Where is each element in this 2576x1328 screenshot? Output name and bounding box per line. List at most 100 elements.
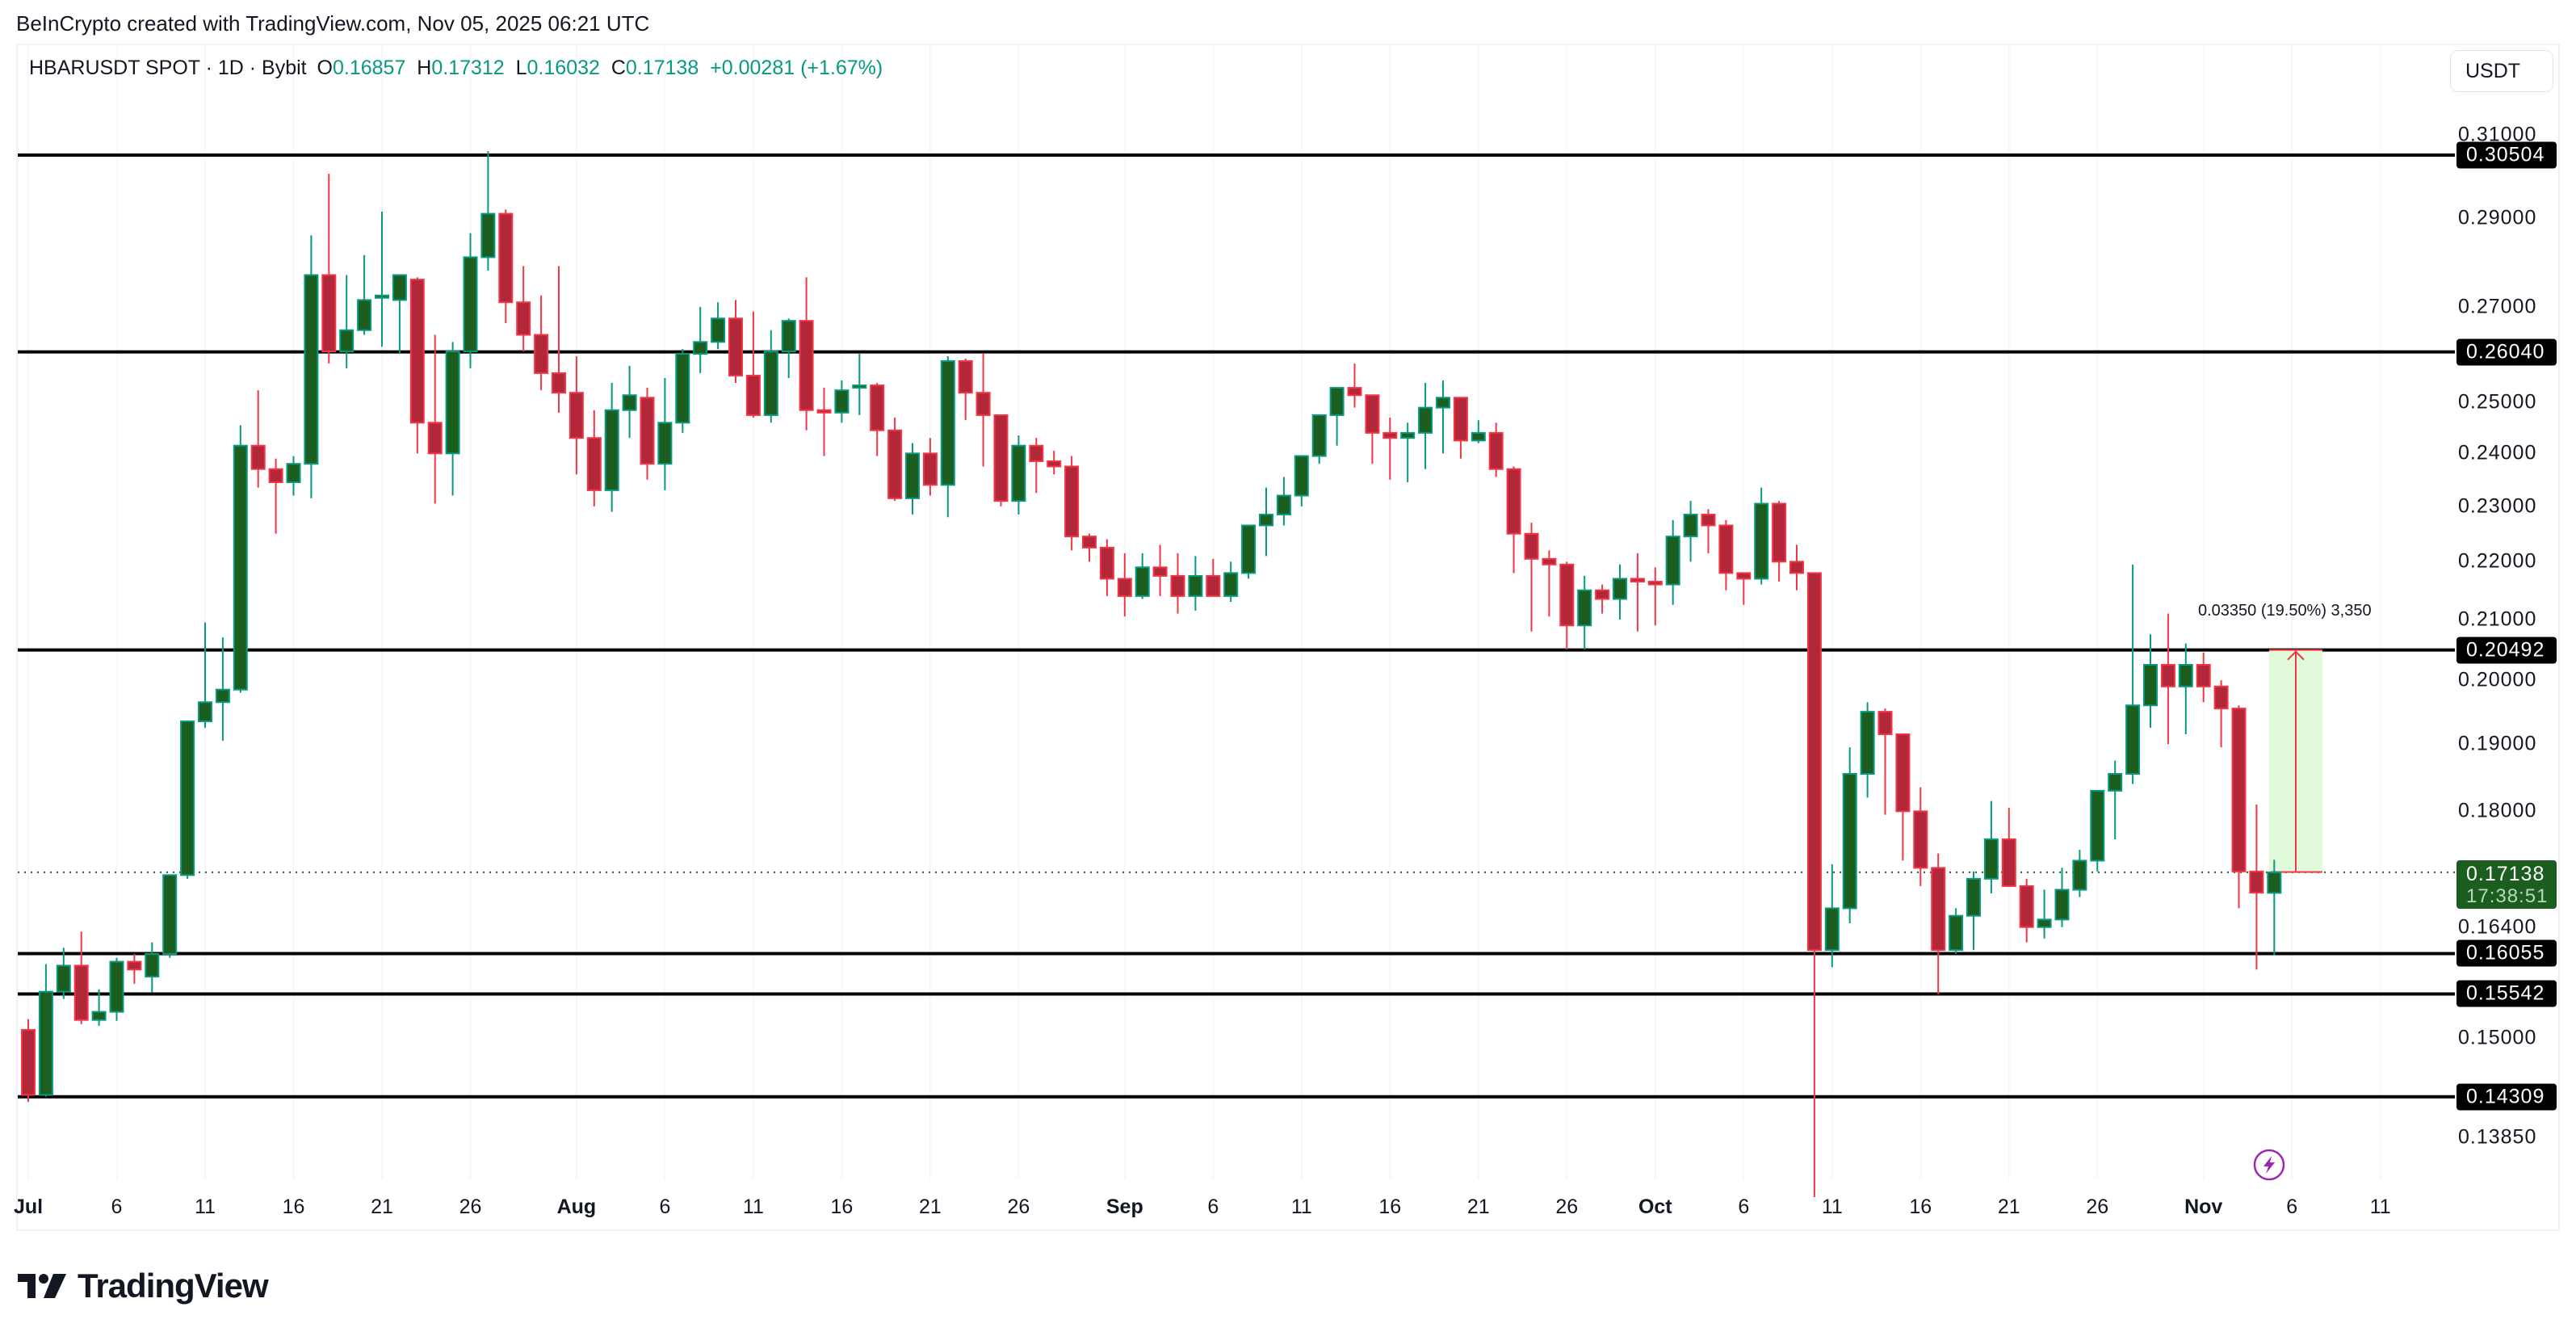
candle xyxy=(622,365,637,439)
time-tick-label: 26 xyxy=(2086,1196,2109,1218)
candle xyxy=(2178,643,2193,734)
tradingview-logo[interactable]: TradingView xyxy=(18,1267,269,1305)
candle xyxy=(993,414,1009,506)
candle xyxy=(1718,519,1734,590)
candle xyxy=(2037,889,2052,939)
candle xyxy=(1382,418,1398,480)
time-tick-label: 16 xyxy=(1909,1196,1932,1218)
candle xyxy=(304,235,319,498)
price-range-measure[interactable] xyxy=(2269,649,2322,873)
lightning-event-icon[interactable] xyxy=(2253,1149,2285,1181)
candle xyxy=(1683,501,1698,562)
candle xyxy=(1223,561,1239,603)
level-price-tag: 0.14309 xyxy=(2456,1083,2557,1111)
price-tick-label: 0.15000 xyxy=(2458,1026,2537,1049)
time-axis-border xyxy=(16,1229,2560,1231)
candle xyxy=(1877,708,1893,815)
level-price-tag: 0.20492 xyxy=(2456,637,2557,664)
candle xyxy=(799,277,814,431)
candle xyxy=(1347,363,1362,408)
candle xyxy=(233,425,248,693)
time-tick-label: Jul xyxy=(13,1196,44,1218)
time-tick-label: 21 xyxy=(1997,1196,2020,1218)
candle xyxy=(693,306,708,373)
candle xyxy=(1311,414,1327,464)
symbol-name: HBARUSDT SPOT · 1D · Bybit xyxy=(29,57,307,79)
price-tick-label: 0.21000 xyxy=(2458,607,2537,631)
candle xyxy=(816,388,832,456)
candle xyxy=(1806,572,1822,1197)
time-tick-label: 11 xyxy=(742,1196,764,1218)
candle xyxy=(940,356,955,518)
candle xyxy=(1701,509,1716,553)
candle xyxy=(409,277,425,454)
time-tick-label: 26 xyxy=(459,1196,482,1218)
time-tick-label: 6 xyxy=(1738,1196,1750,1218)
candle xyxy=(728,300,743,384)
time-tick-label: 11 xyxy=(2369,1196,2391,1218)
candle xyxy=(1577,575,1592,650)
candle xyxy=(339,275,355,368)
candle xyxy=(392,274,407,355)
candle xyxy=(2019,878,2034,943)
candle xyxy=(1842,747,1857,924)
tradingview-logo-icon xyxy=(18,1274,66,1298)
price-tick-label: 0.27000 xyxy=(2458,295,2537,318)
change-value: +0.00281 (+1.67%) xyxy=(710,57,883,79)
candle xyxy=(2160,613,2175,745)
currency-selector-button[interactable]: USDT xyxy=(2450,50,2553,92)
candle xyxy=(1241,524,1257,579)
candle xyxy=(250,390,266,488)
time-tick-label: 6 xyxy=(659,1196,671,1218)
time-tick-label: Sep xyxy=(1105,1196,1143,1218)
candle xyxy=(1595,584,1610,614)
candle xyxy=(586,410,602,506)
candle xyxy=(2090,789,2105,872)
candle xyxy=(1365,394,1380,464)
time-tick-label: 11 xyxy=(1821,1196,1843,1218)
candle xyxy=(852,354,867,415)
time-tick-label: 26 xyxy=(1555,1196,1579,1218)
time-tick-label: 6 xyxy=(111,1196,123,1218)
candle xyxy=(1630,553,1645,632)
price-tick-label: 0.24000 xyxy=(2458,441,2537,464)
candle xyxy=(2196,652,2211,703)
low-value: 0.16032 xyxy=(527,57,600,79)
measure-label: 0.03350 (19.50%) 3,350 xyxy=(2198,601,2372,620)
candle xyxy=(2213,680,2229,748)
candle xyxy=(2231,705,2247,909)
candle xyxy=(91,989,107,1026)
time-tick-label: 26 xyxy=(1007,1196,1030,1218)
candle xyxy=(215,637,230,742)
candle xyxy=(922,438,938,496)
candle xyxy=(1418,383,1433,469)
price-tick-label: 0.25000 xyxy=(2458,390,2537,414)
candle xyxy=(1206,558,1221,597)
candle xyxy=(975,354,991,467)
candle xyxy=(480,151,496,271)
symbol-legend: HBARUSDT SPOT · 1D · Bybit O0.16857 H0.1… xyxy=(29,57,883,79)
candle xyxy=(1789,544,1804,590)
time-tick-label: 11 xyxy=(1290,1196,1312,1218)
candle xyxy=(1329,387,1345,446)
candle xyxy=(675,349,690,433)
candle xyxy=(2072,850,2087,897)
candle xyxy=(498,209,514,324)
candle xyxy=(1824,864,1840,968)
candle xyxy=(1983,801,1999,894)
level-price-tag: 0.26040 xyxy=(2456,338,2557,366)
candle xyxy=(2054,868,2070,927)
candle xyxy=(2108,760,2123,839)
candle xyxy=(568,356,584,475)
candle xyxy=(781,318,796,378)
candle xyxy=(604,383,619,512)
time-tick-label: Oct xyxy=(1638,1196,1672,1218)
horizontal-levels[interactable] xyxy=(18,153,2455,1099)
candle xyxy=(127,953,142,984)
candle xyxy=(887,418,903,502)
candle xyxy=(1135,553,1150,599)
chart-credit: BeInCrypto created with TradingView.com,… xyxy=(16,11,650,36)
candle xyxy=(1949,908,1964,954)
candle xyxy=(1099,539,1114,596)
